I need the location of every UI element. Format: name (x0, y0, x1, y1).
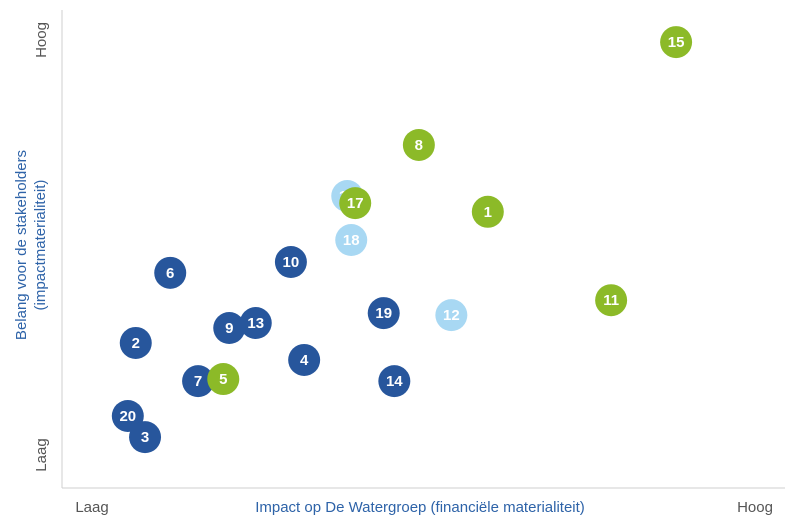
point-label: 11 (603, 292, 619, 309)
point (111, 399, 144, 432)
point (660, 26, 693, 59)
point-label: 8 (415, 137, 423, 154)
point (213, 312, 246, 345)
point (207, 363, 240, 396)
point (182, 365, 215, 398)
point-label: 9 (225, 320, 233, 337)
y-tick-label: Hoog (33, 22, 50, 58)
point-label: 18 (343, 232, 360, 249)
point (239, 307, 272, 340)
point-label: 10 (283, 254, 300, 271)
x-axis-title: Impact op De Watergroep (financiële mate… (255, 499, 585, 516)
point-label: 19 (375, 305, 392, 322)
point (274, 246, 307, 279)
point (119, 326, 152, 359)
point-label: 2 (132, 335, 140, 352)
y-axis-title: (impactmaterialiteit) (32, 180, 49, 311)
x-tick-label: Hoog (737, 499, 773, 516)
point (367, 297, 400, 330)
y-axis-title: Belang voor de stakeholders (13, 150, 30, 340)
point (378, 365, 411, 398)
point-label: 20 (119, 408, 136, 425)
point-label: 1 (484, 204, 492, 221)
point (335, 224, 368, 257)
point (154, 256, 187, 289)
point (435, 299, 468, 332)
point-label: 4 (300, 352, 309, 369)
point-label: 17 (347, 195, 364, 212)
point-label: 12 (443, 307, 460, 324)
y-tick-label: Laag (33, 438, 50, 471)
x-tick-label: Laag (75, 499, 108, 516)
point (402, 128, 435, 161)
point-label: 5 (219, 371, 227, 388)
point (129, 421, 162, 454)
point (288, 343, 321, 376)
point-label: 7 (194, 373, 202, 390)
point (339, 187, 372, 220)
point-label: 14 (386, 373, 403, 390)
point-label: 13 (247, 315, 264, 332)
point (595, 284, 628, 317)
point (471, 195, 504, 228)
point-label: 3 (141, 429, 149, 446)
point-label: 15 (668, 34, 685, 51)
point-label: 6 (166, 265, 174, 282)
